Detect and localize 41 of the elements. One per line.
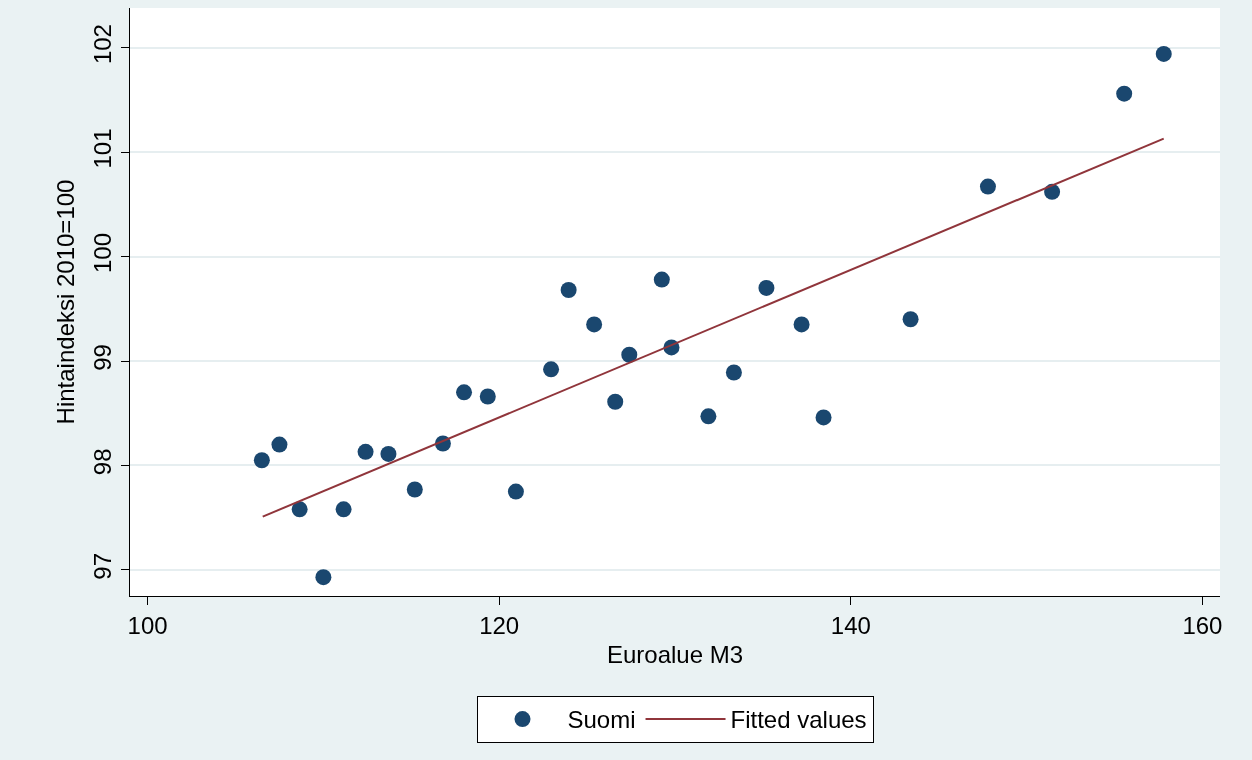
x-tick-label: 120 [479,611,520,639]
point [291,501,308,518]
point [1116,85,1133,102]
point [586,316,603,333]
point [607,393,624,410]
y-tick-label: 98 [89,448,117,476]
point [700,408,717,425]
y-tick-label: 101 [89,128,117,169]
point [653,271,670,288]
y-tick-label: 102 [89,24,117,65]
point [479,388,496,405]
point [543,361,560,378]
point [725,364,742,381]
y-tick-label: 100 [89,232,117,273]
point [560,281,577,298]
point [758,279,775,296]
x-tick-label: 140 [830,611,871,639]
point [793,316,810,333]
point [335,501,352,518]
point [357,443,374,460]
y-tick-label: 99 [89,344,117,371]
point [406,481,423,498]
point [621,346,638,363]
point [1044,183,1061,200]
point [253,452,270,469]
point [271,436,288,453]
legend-label: Suomi [567,706,636,734]
x-tick-label: 160 [1182,611,1223,639]
point [507,483,524,500]
point [979,178,996,195]
y-tick-label: 97 [89,552,117,580]
point [815,409,832,426]
point [380,445,397,462]
legend-label: Fitted values [730,706,867,734]
point [315,569,332,586]
x-axis-title: Euroalue M3 [606,641,744,669]
point [902,311,919,328]
point [1155,45,1172,62]
x-tick-label: 100 [127,611,168,639]
point [456,384,473,401]
y-axis-title: Hintaindeksi 2010=100 [51,179,79,425]
